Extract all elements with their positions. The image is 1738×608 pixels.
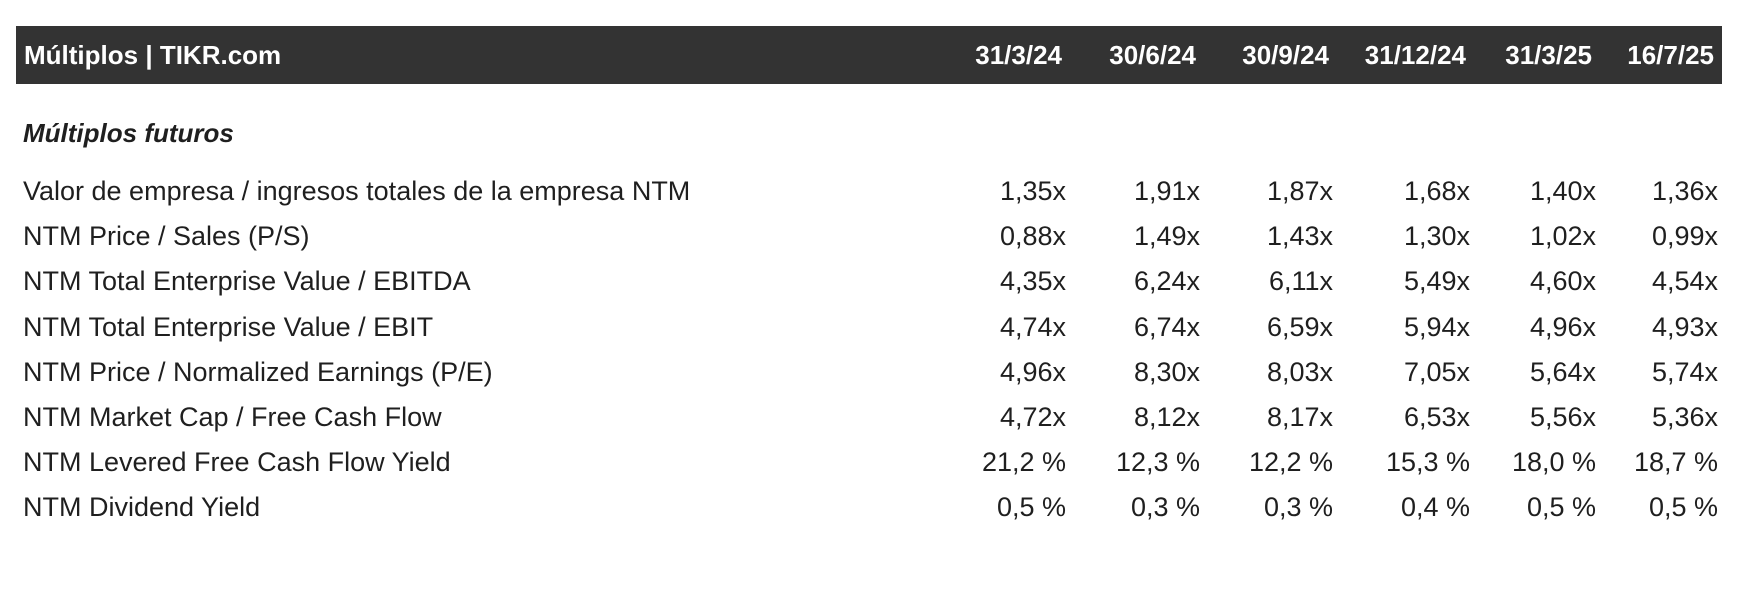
table-cell: 4,60x xyxy=(1529,266,1596,297)
row-label: NTM Levered Free Cash Flow Yield xyxy=(23,447,451,478)
column-header-date: 16/7/25 xyxy=(1627,40,1714,70)
table-cell: 1,68x xyxy=(1403,176,1470,206)
row-label: NTM Dividend Yield xyxy=(23,492,261,523)
table-cell: 0,99x xyxy=(1651,221,1718,252)
table-cell: 1,49x xyxy=(1133,221,1200,252)
table-cell: 0,5 % xyxy=(1648,492,1718,523)
table-cell: 6,53x xyxy=(1403,402,1470,432)
table-cell: 4,72x xyxy=(999,402,1066,432)
table-cell: 0,3 % xyxy=(1130,492,1200,523)
table-cell: 18,0 % xyxy=(1511,447,1596,478)
table-row: NTM Market Cap / Free Cash Flow 4,72x 8,12… xyxy=(0,392,1738,442)
table-cell: 5,74x xyxy=(1651,356,1718,387)
table-cell: 1,87x xyxy=(1266,176,1333,206)
column-header-date: 30/9/24 xyxy=(1242,40,1329,70)
table-cell: 4,54x xyxy=(1651,266,1718,297)
table-row: NTM Price / Normalized Earnings (P/E) 4,9… xyxy=(0,347,1738,397)
table-cell: 0,88x xyxy=(999,221,1066,252)
table-cell: 1,91x xyxy=(1133,176,1200,206)
table-cell: 15,3 % xyxy=(1385,447,1470,478)
table-cell: 1,02x xyxy=(1529,221,1596,252)
table-cell: 1,36x xyxy=(1651,176,1718,206)
table-cell: 1,30x xyxy=(1403,221,1470,252)
table-cell: 5,49x xyxy=(1403,266,1470,297)
section-title: Múltiplos futuros xyxy=(23,118,234,148)
table-row: Valor de empresa / ingresos totales de l… xyxy=(0,166,1738,216)
table-cell: 5,36x xyxy=(1651,402,1718,432)
table-cell: 8,30x xyxy=(1133,356,1200,387)
table-row: NTM Total Enterprise Value / EBIT 4,74x 6,… xyxy=(0,302,1738,352)
table-cell: 5,64x xyxy=(1529,356,1596,387)
column-header-date: 31/3/24 xyxy=(975,40,1062,70)
table-row: NTM Dividend Yield 0,5 % 0,3 % 0,3 % 0,4 % 0,… xyxy=(0,482,1738,532)
table-cell: 1,43x xyxy=(1266,221,1333,252)
table-cell: 1,35x xyxy=(999,176,1066,206)
table-cell: 12,2 % xyxy=(1248,447,1333,478)
column-header-date: 31/12/24 xyxy=(1364,40,1466,70)
table-cell: 4,74x xyxy=(999,311,1066,342)
table-cell: 8,17x xyxy=(1266,402,1333,432)
column-header-date: 31/3/25 xyxy=(1505,40,1592,70)
table-cell: 0,5 % xyxy=(996,492,1066,523)
table-cell: 1,40x xyxy=(1529,176,1596,206)
table-cell: 5,94x xyxy=(1403,311,1470,342)
table-cell: 18,7 % xyxy=(1633,447,1718,478)
table-cell: 6,59x xyxy=(1266,311,1333,342)
table-cell: 6,24x xyxy=(1133,266,1200,297)
table-cell: 21,2 % xyxy=(981,447,1066,478)
table-cell: 6,74x xyxy=(1133,311,1200,342)
row-label: NTM Market Cap / Free Cash Flow xyxy=(23,402,442,432)
table-cell: 4,96x xyxy=(999,356,1066,387)
row-label: NTM Total Enterprise Value / EBITDA xyxy=(23,266,471,297)
table-row: NTM Total Enterprise Value / EBITDA 4,35x… xyxy=(0,256,1738,306)
table-cell: 8,12x xyxy=(1133,402,1200,432)
table-header: Múltiplos | TIKR.com 31/3/24 30/6/24 30/… xyxy=(16,26,1722,84)
table-cell: 6,11x xyxy=(1268,266,1333,297)
table-cell: 4,96x xyxy=(1529,311,1596,342)
table-cell: 5,56x xyxy=(1529,402,1596,432)
table-cell: 7,05x xyxy=(1403,356,1470,387)
table-row: NTM Price / Sales (P/S) 0,88x 1,49x 1,43x 1,… xyxy=(0,211,1738,261)
row-label: NTM Total Enterprise Value / EBIT xyxy=(23,311,434,342)
table-cell: 4,93x xyxy=(1651,311,1718,342)
table-cell: 0,3 % xyxy=(1263,492,1333,523)
table-cell: 0,4 % xyxy=(1400,492,1470,523)
row-label: Valor de empresa / ingresos totales de l… xyxy=(23,176,691,206)
row-label: NTM Price / Normalized Earnings (P/E) xyxy=(23,356,493,387)
table-cell: 12,3 % xyxy=(1115,447,1200,478)
column-header-date: 30/6/24 xyxy=(1109,40,1196,70)
table-cell: 8,03x xyxy=(1266,356,1333,387)
table-cell: 4,35x xyxy=(999,266,1066,297)
table-cell: 0,5 % xyxy=(1526,492,1596,523)
row-label: NTM Price / Sales (P/S) xyxy=(23,221,310,252)
table-row: NTM Levered Free Cash Flow Yield 21,2 % 12… xyxy=(0,437,1738,487)
table-title: Múltiplos | TIKR.com xyxy=(24,40,282,70)
